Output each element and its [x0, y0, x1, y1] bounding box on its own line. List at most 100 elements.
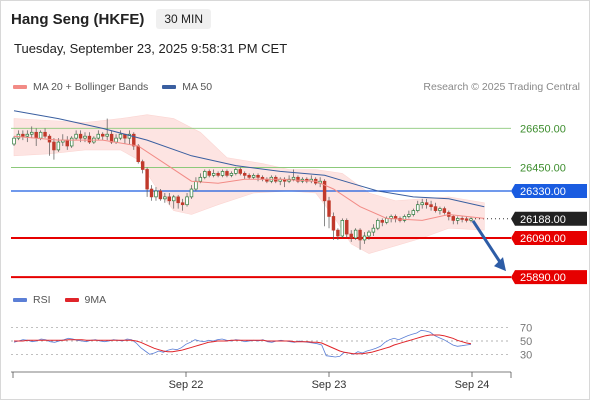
- candle-body: [38, 131, 43, 139]
- candle-body: [234, 169, 238, 174]
- candle-body: [327, 200, 331, 217]
- candle-body: [243, 173, 247, 176]
- candle-body: [83, 135, 87, 139]
- candle-body: [331, 216, 336, 231]
- projection-arrowhead: [494, 257, 506, 272]
- candle-body: [340, 220, 345, 237]
- candle-body: [336, 229, 340, 237]
- header: Hang Seng (HKFE) 30 MIN: [11, 9, 212, 29]
- rsi-tick-label: 50: [520, 336, 532, 348]
- candle-body: [65, 139, 69, 147]
- candle-body: [101, 133, 105, 137]
- candle-body: [464, 218, 469, 221]
- level-label-3: 26090.00: [520, 233, 566, 245]
- candle-body: [87, 135, 92, 143]
- candle-body: [163, 196, 167, 200]
- candle-body: [455, 218, 460, 221]
- legend-label-9ma: 9MA: [84, 294, 107, 306]
- candle-body: [411, 210, 416, 215]
- candle-body: [362, 235, 367, 241]
- legend-item-9ma: 9MA: [64, 294, 107, 306]
- candle-body: [420, 202, 424, 206]
- candle-body: [105, 133, 109, 137]
- legend-item-rsi: RSI: [13, 294, 51, 306]
- rsi-ma-line: [14, 334, 472, 355]
- candle-body: [109, 133, 114, 143]
- level-label-box-4: [511, 270, 587, 285]
- candle-body: [34, 131, 38, 139]
- x-tick-label: Sep 22: [169, 379, 204, 391]
- candle-body: [229, 173, 234, 176]
- price-legend: MA 20 + Bollinger Bands MA 50: [13, 81, 226, 93]
- candle-body: [469, 218, 473, 221]
- candle-body: [12, 137, 16, 145]
- candle-body: [69, 137, 74, 147]
- candle-body: [291, 176, 296, 180]
- ma20-line: [13, 135, 485, 221]
- candle-body: [114, 137, 118, 143]
- copyright: Research © 2025 Trading Central: [423, 81, 580, 93]
- candle-body: [189, 188, 194, 198]
- candle-body: [149, 188, 154, 198]
- candle-body: [353, 229, 358, 239]
- candle-body: [180, 202, 185, 206]
- candle-body: [194, 180, 198, 190]
- candle-body: [367, 231, 371, 237]
- bollinger-band: [13, 114, 485, 254]
- candle-body: [460, 218, 464, 220]
- candle-body: [52, 141, 56, 151]
- candle-body: [393, 216, 398, 219]
- candle-body: [56, 141, 61, 151]
- candle-body: [78, 133, 83, 139]
- candle-body: [442, 208, 447, 213]
- x-tick-label: Sep 23: [312, 379, 347, 391]
- timestamp: Tuesday, September 23, 2025 9:58:31 PM C…: [14, 41, 288, 56]
- rsi-tick-label: 30: [520, 349, 532, 361]
- candle-body: [345, 220, 349, 235]
- candle-body: [402, 216, 407, 221]
- candle-body: [203, 171, 207, 178]
- candle-body: [376, 220, 380, 229]
- legend-label-ma50: MA 50: [182, 81, 213, 93]
- candle-body: [132, 133, 136, 147]
- candle-body: [25, 133, 30, 137]
- candle-body: [158, 190, 163, 200]
- candle-body: [322, 180, 327, 202]
- candle-body: [429, 204, 433, 208]
- indicator-legend: RSI 9MA: [13, 294, 120, 306]
- candle-body: [424, 202, 429, 206]
- rsi-swatch: [13, 298, 27, 302]
- candle-body: [96, 133, 101, 139]
- candle-body: [198, 176, 203, 182]
- candle-body: [225, 171, 229, 176]
- candle-body: [407, 214, 411, 217]
- candle-body: [384, 218, 389, 223]
- candle-body: [371, 227, 376, 233]
- ma50-line: [13, 110, 485, 208]
- level-label-2: 26330.00: [520, 186, 566, 198]
- timeframe-badge[interactable]: 30 MIN: [156, 9, 212, 29]
- candle-body: [433, 206, 438, 211]
- current-price-box: [511, 211, 587, 226]
- candle-body: [207, 171, 211, 176]
- candle-body: [251, 174, 256, 178]
- candle-body: [238, 169, 242, 174]
- candle-body: [416, 204, 420, 211]
- ma20-swatch: [13, 85, 27, 89]
- level-label-0: 26650.00: [520, 123, 566, 135]
- candle-body: [185, 196, 189, 206]
- candle-body: [43, 131, 47, 137]
- candle-body: [451, 216, 455, 221]
- candle-body: [358, 229, 362, 241]
- legend-item-ma20: MA 20 + Bollinger Bands: [13, 81, 148, 93]
- candle-body: [140, 161, 145, 170]
- candle-body: [172, 196, 176, 202]
- legend-item-ma50: MA 50: [162, 81, 212, 93]
- candle-body: [118, 133, 123, 139]
- rsi-tick-label: 70: [520, 323, 532, 335]
- instrument-title: Hang Seng (HKFE): [11, 10, 145, 28]
- current-price-label: 26188.00: [520, 214, 566, 226]
- legend-label-rsi: RSI: [33, 294, 51, 306]
